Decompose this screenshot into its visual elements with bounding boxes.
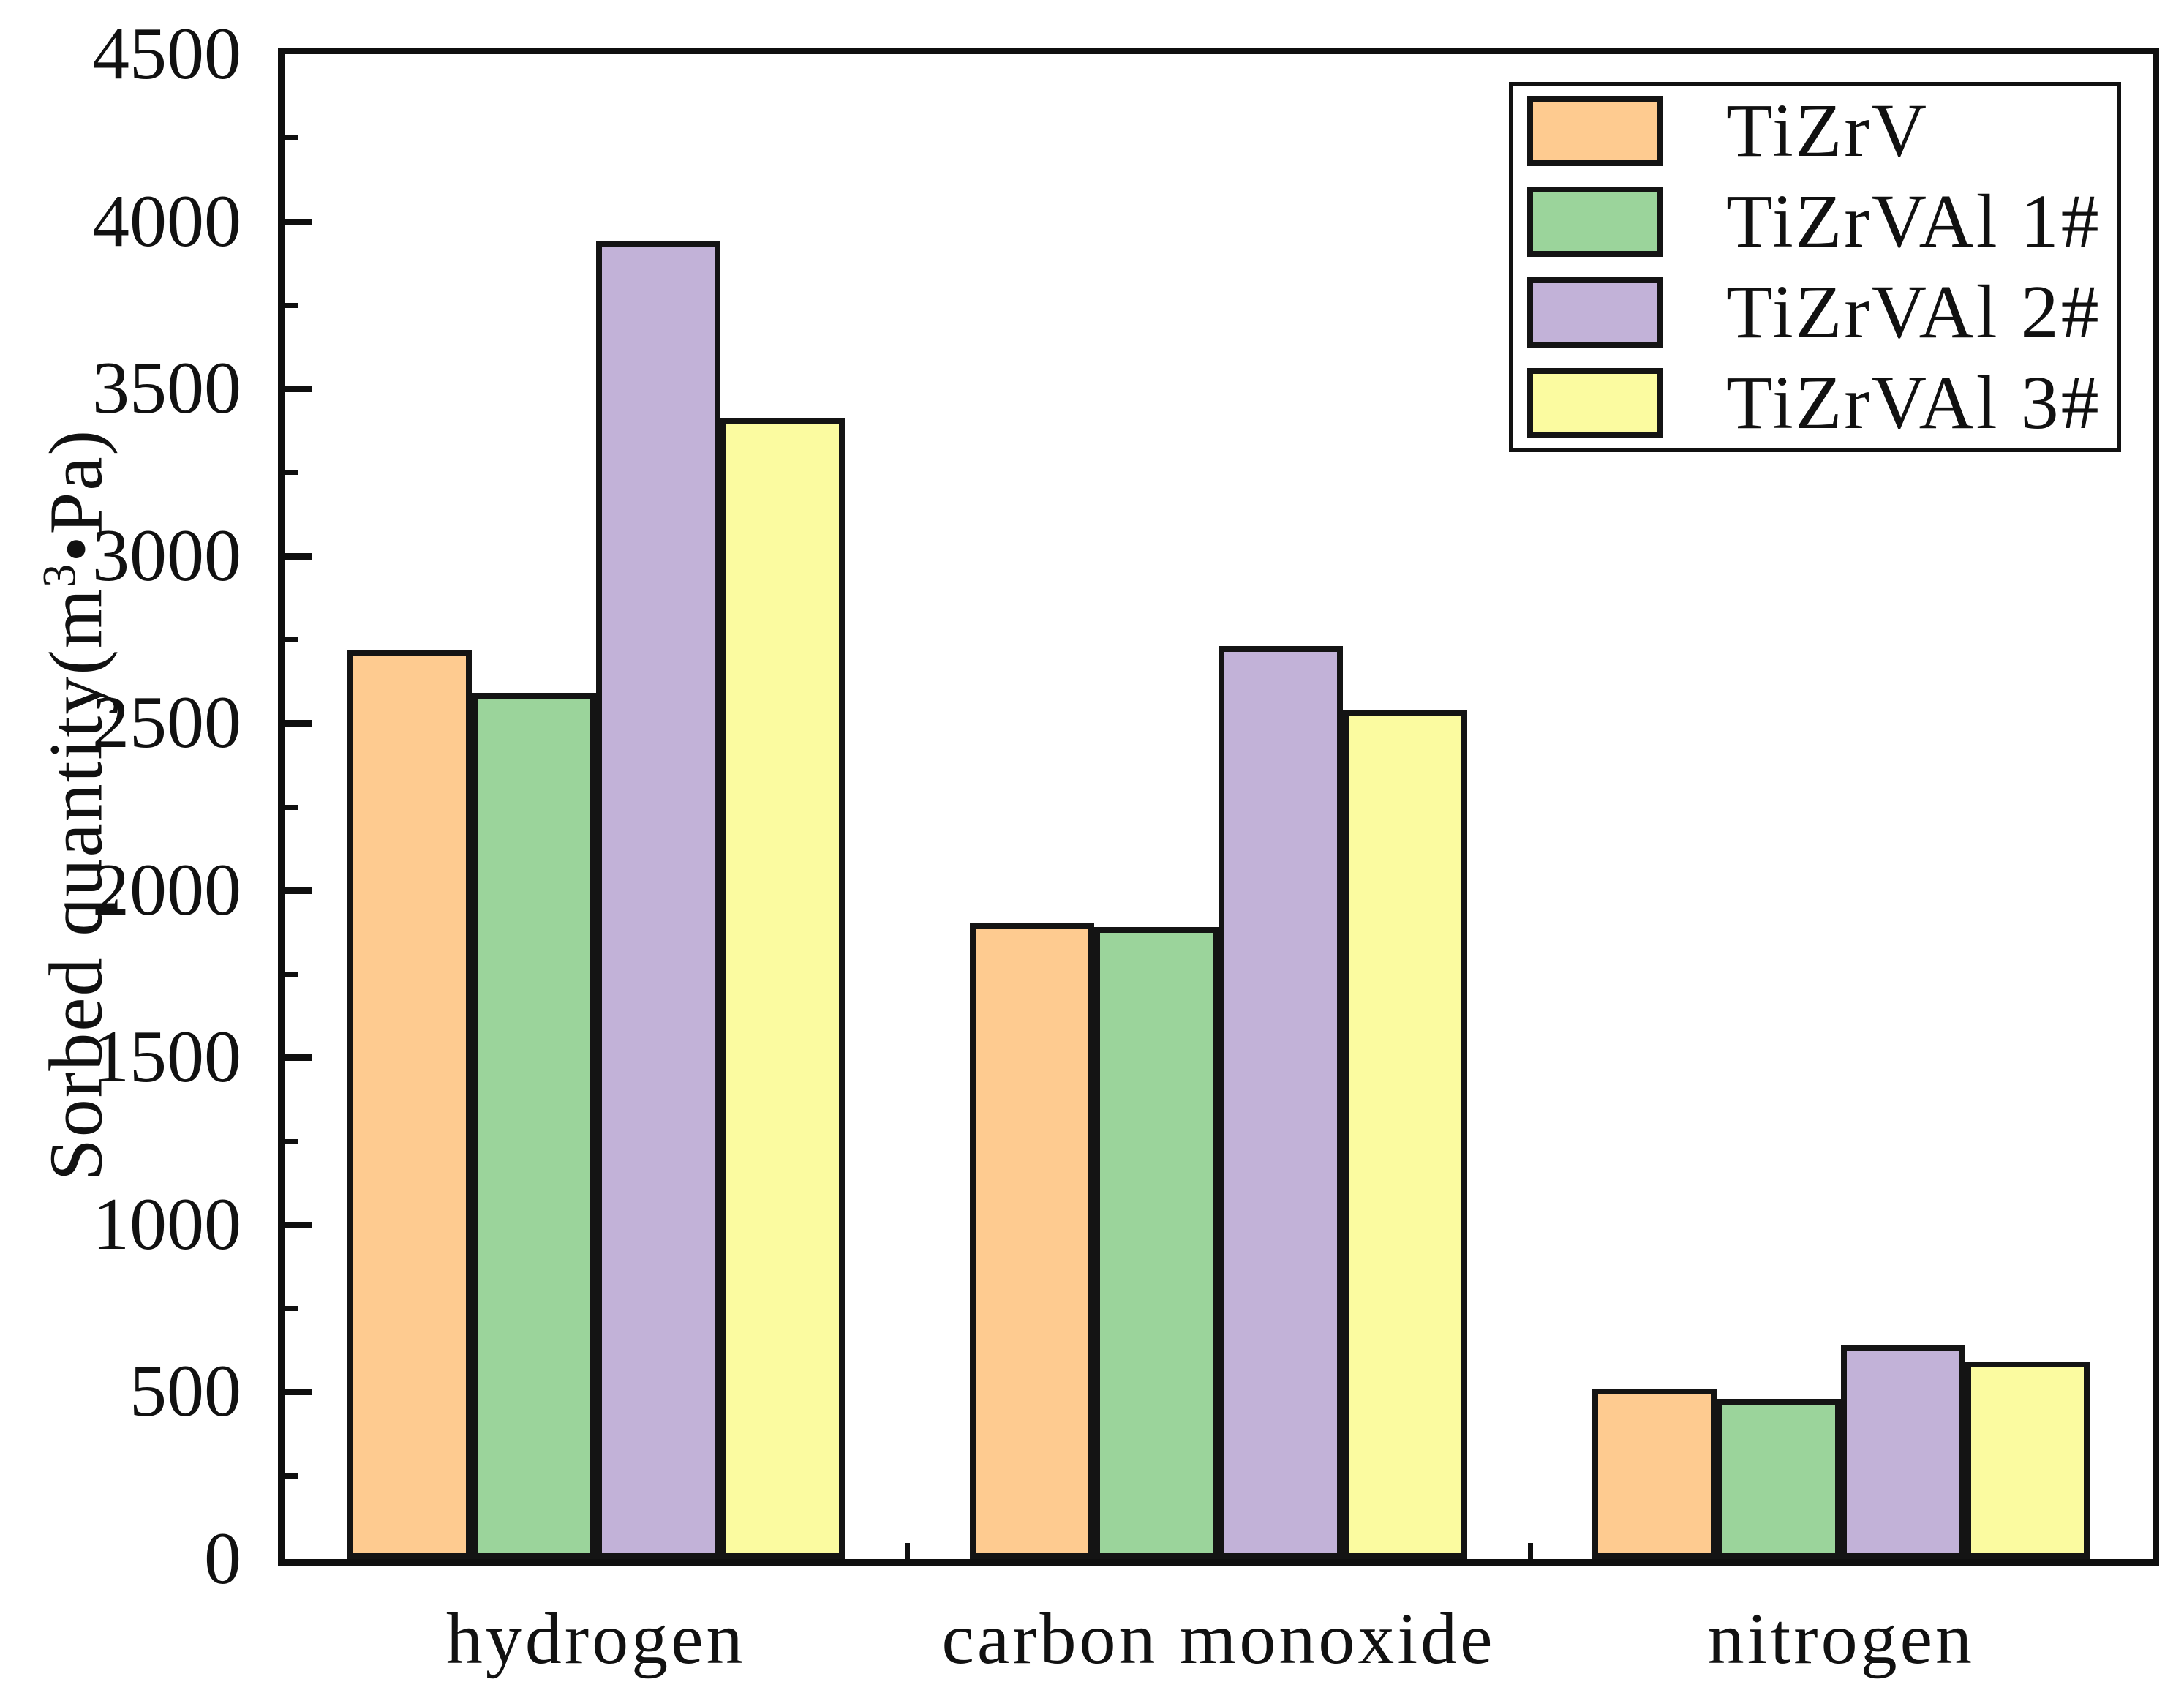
legend-label: TiZrVAl 2#: [1726, 270, 2101, 354]
legend-row: TiZrVAl 3#: [1513, 358, 2117, 448]
y-minor-tick: [285, 302, 298, 308]
y-minor-tick: [285, 637, 298, 642]
y-minor-tick: [285, 1473, 298, 1479]
y-tick-label: 1000: [92, 1182, 241, 1266]
y-tick-label: 500: [129, 1350, 241, 1433]
y-minor-tick: [285, 135, 298, 141]
y-tick-label: 4000: [92, 179, 241, 263]
legend: TiZrV TiZrVAl 1# TiZrVAl 2# TiZrVAl 3#: [1509, 82, 2121, 452]
y-tick-label: 1500: [92, 1015, 241, 1099]
y-major-tick: [285, 720, 312, 727]
y-tick-label: 0: [204, 1517, 241, 1600]
x-category-label: hydrogen: [445, 1598, 746, 1679]
x-category-label: nitrogen: [1707, 1598, 1975, 1679]
y-major-tick: [285, 218, 312, 225]
legend-row: TiZrVAl 2#: [1513, 267, 2117, 358]
y-major-tick: [285, 552, 312, 560]
y-tick-label: 2500: [92, 681, 241, 765]
bar-tizrval-3--nitrogen: [1965, 1362, 2090, 1559]
legend-swatch: [1527, 187, 1663, 257]
bar-tizrval-1--nitrogen: [1717, 1399, 1842, 1559]
bar-tizrval-3--carbon-monoxide: [1343, 710, 1467, 1559]
y-major-tick: [285, 1221, 312, 1228]
legend-row: TiZrVAl 1#: [1513, 176, 2117, 267]
y-minor-tick: [285, 470, 298, 476]
x-boundary-tick: [905, 1543, 911, 1559]
y-major-tick: [285, 386, 312, 393]
bar-tizrval-3--hydrogen: [720, 418, 845, 1559]
y-major-tick: [285, 887, 312, 894]
bar-tizrv-carbon-monoxide: [970, 923, 1094, 1559]
y-axis-title-superscript: 3: [33, 562, 86, 588]
legend-swatch: [1527, 368, 1663, 438]
bar-tizrval-1--hydrogen: [471, 693, 596, 1559]
y-tick-label: 2000: [92, 848, 241, 931]
bar-tizrval-2--carbon-monoxide: [1219, 646, 1343, 1559]
y-minor-tick: [285, 1306, 298, 1312]
legend-row: TiZrV: [1513, 86, 2117, 176]
y-tick-label: 3000: [92, 514, 241, 597]
legend-swatch: [1527, 277, 1663, 348]
y-minor-tick: [285, 972, 298, 977]
y-major-tick: [285, 1054, 312, 1062]
x-boundary-tick: [1527, 1543, 1533, 1559]
bar-tizrval-1--carbon-monoxide: [1094, 927, 1219, 1559]
bar-tizrval-2--nitrogen: [1841, 1345, 1966, 1559]
legend-label: TiZrVAl 3#: [1726, 361, 2101, 445]
legend-swatch: [1527, 96, 1663, 166]
y-minor-tick: [285, 804, 298, 810]
x-category-label: carbon monoxide: [941, 1598, 1496, 1679]
legend-label: TiZrV: [1726, 89, 1929, 173]
bar-tizrv-nitrogen: [1592, 1389, 1717, 1559]
y-tick-label: 4500: [92, 12, 241, 95]
y-major-tick: [285, 1389, 312, 1396]
bar-tizrval-2--hydrogen: [595, 241, 720, 1559]
bar-tizrv-hydrogen: [347, 650, 472, 1559]
y-tick-label: 3500: [92, 347, 241, 430]
legend-label: TiZrVAl 1#: [1726, 179, 2101, 263]
y-minor-tick: [285, 1138, 298, 1144]
